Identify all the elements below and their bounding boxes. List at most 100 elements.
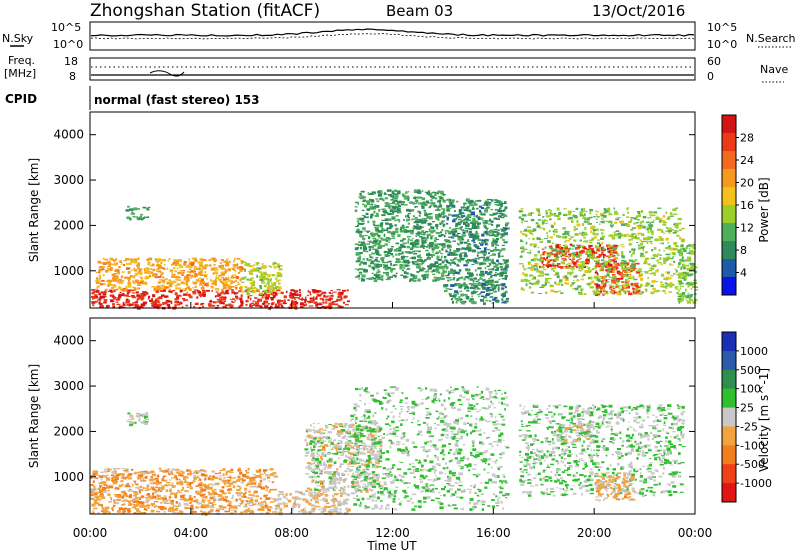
- power-cell: [431, 248, 435, 251]
- power-cell: [545, 251, 547, 254]
- power-cell: [166, 303, 171, 307]
- power-cell: [442, 216, 445, 219]
- power-cell: [469, 260, 473, 262]
- power-cell: [568, 265, 571, 268]
- power-cell: [607, 260, 612, 263]
- power-cell: [545, 220, 549, 222]
- velocity-cell: [193, 471, 195, 475]
- power-cell: [491, 261, 495, 264]
- power-cell: [136, 294, 140, 297]
- power-cell: [294, 297, 299, 299]
- power-cell: [662, 215, 666, 218]
- velocity-cell: [224, 482, 226, 486]
- power-cell: [449, 204, 454, 207]
- power-cell: [427, 265, 430, 268]
- power-cell: [181, 306, 184, 308]
- velocity-cell: [245, 470, 247, 472]
- power-cell: [398, 200, 402, 202]
- power-cell: [407, 191, 410, 193]
- power-cell: [436, 271, 441, 273]
- power-cell: [496, 237, 500, 240]
- power-cell: [144, 275, 150, 279]
- power-cell: [382, 238, 387, 241]
- power-cell: [638, 232, 642, 235]
- power-cell: [572, 260, 574, 264]
- power-colorbar-segment: [722, 169, 736, 188]
- power-cell: [631, 261, 636, 263]
- power-cell: [494, 239, 499, 241]
- power-cell: [319, 297, 323, 300]
- power-cell: [188, 260, 191, 263]
- power-cell: [649, 230, 654, 233]
- power-cell: [186, 291, 189, 293]
- nave-tick-bottom: 0: [707, 70, 714, 83]
- power-cell: [223, 278, 227, 281]
- power-cell: [619, 234, 624, 237]
- power-cell: [412, 237, 414, 239]
- velocity-cell: [167, 509, 172, 512]
- power-cell: [339, 295, 343, 298]
- power-cell: [445, 249, 448, 252]
- power-cell: [427, 254, 430, 257]
- power-cell: [552, 242, 554, 245]
- power-cell: [158, 296, 163, 300]
- nave-tick-top: 60: [707, 55, 721, 68]
- power-cell: [456, 216, 458, 219]
- power-cell: [618, 285, 623, 287]
- power-cell: [472, 290, 476, 293]
- power-cell: [139, 272, 143, 276]
- velocity-cell: [198, 478, 201, 481]
- power-cell: [238, 290, 242, 293]
- power-cell: [378, 237, 382, 239]
- power-cell: [390, 208, 394, 211]
- velocity-cell: [237, 475, 240, 478]
- power-cell: [371, 266, 376, 270]
- power-cell: [338, 299, 343, 301]
- power-cell: [617, 282, 620, 284]
- power-cell: [680, 293, 683, 295]
- power-cell: [532, 228, 537, 232]
- power-cell: [468, 228, 472, 230]
- power-cell: [562, 247, 565, 251]
- power-cell: [268, 290, 273, 293]
- power-cell: [409, 257, 414, 259]
- power-cell: [489, 300, 492, 302]
- power-cell: [663, 261, 666, 265]
- power-cell: [658, 236, 662, 238]
- power-cell: [470, 275, 473, 278]
- power-cell: [667, 230, 672, 232]
- power-cell: [206, 289, 210, 292]
- power-cell: [590, 230, 592, 233]
- power-cell: [140, 303, 144, 307]
- velocity-cell: [228, 488, 233, 491]
- power-cell: [485, 222, 488, 224]
- power-cell: [468, 272, 474, 275]
- power-cell: [660, 263, 663, 266]
- power-cell: [488, 277, 491, 280]
- power-cell: [613, 291, 618, 294]
- power-cell: [219, 262, 223, 264]
- power-cell: [452, 232, 456, 235]
- power-cell: [372, 269, 375, 271]
- power-cell: [268, 285, 272, 288]
- power-cell: [244, 285, 248, 289]
- power-cell: [504, 227, 508, 231]
- power-cell: [596, 273, 599, 276]
- power-cell: [332, 291, 337, 293]
- velocity-cell: [107, 470, 110, 472]
- power-cell: [678, 281, 683, 284]
- power-cell: [555, 271, 559, 274]
- power-cell: [686, 301, 692, 304]
- power-cell: [572, 288, 577, 290]
- power-cell: [406, 251, 410, 254]
- power-cell: [610, 251, 614, 253]
- power-cell: [416, 255, 420, 258]
- power-cell: [582, 232, 587, 235]
- power-cell: [371, 260, 374, 263]
- power-cell: [383, 264, 385, 267]
- power-cell: [505, 290, 508, 292]
- power-cell: [482, 261, 486, 263]
- power-cell: [473, 201, 476, 204]
- power-cell: [111, 258, 114, 261]
- velocity-cell: [209, 505, 214, 508]
